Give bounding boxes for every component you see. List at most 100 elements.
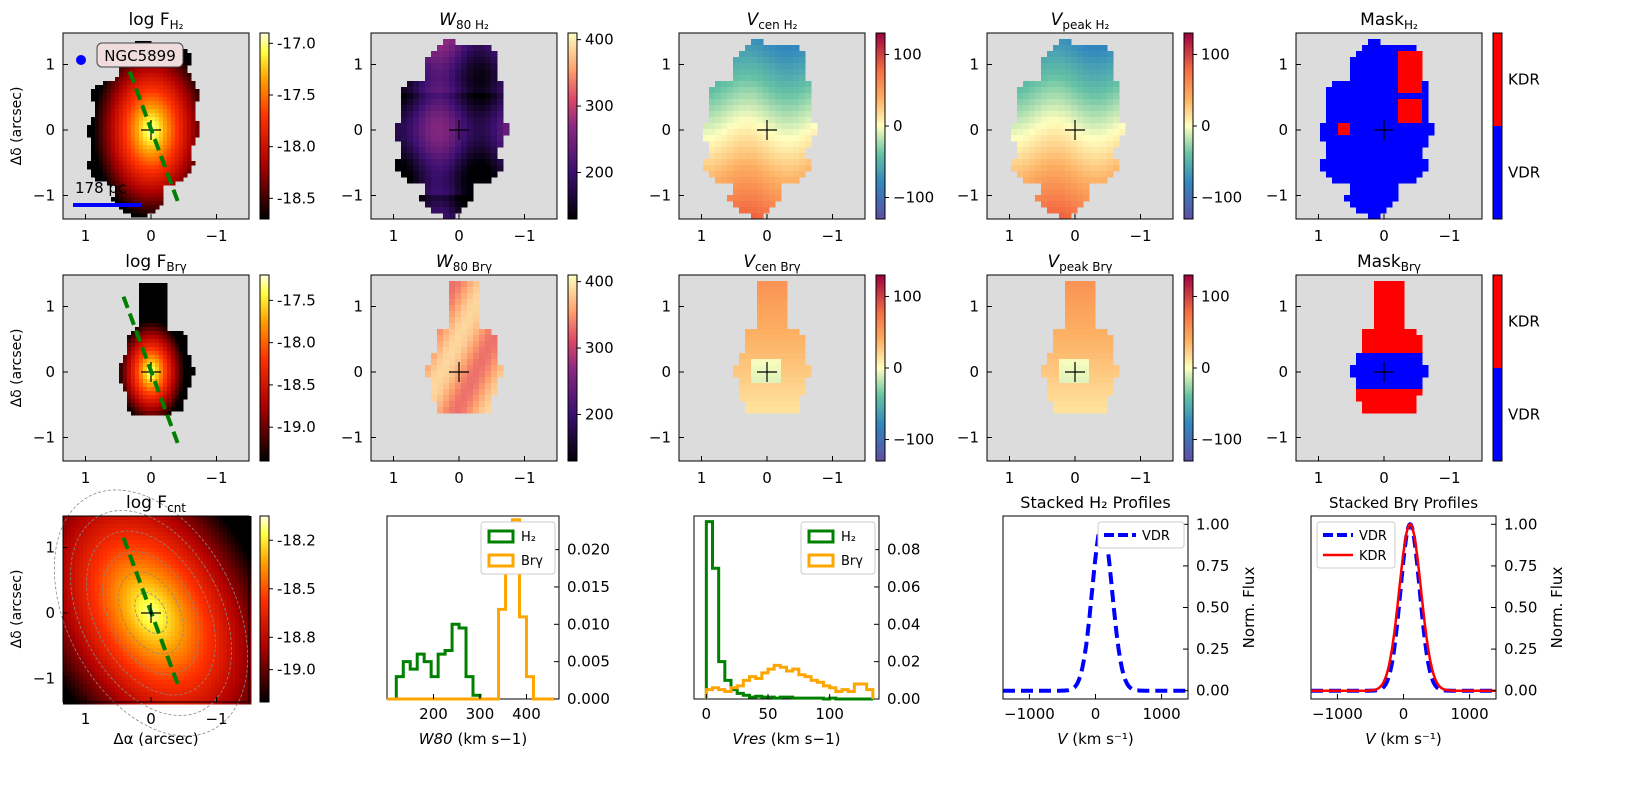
- panel-frame: [678, 32, 866, 220]
- panel-frame: [678, 274, 866, 462]
- x-tick-label: 1: [697, 227, 707, 245]
- legend-label: H₂: [521, 530, 536, 545]
- position-angle-line: [121, 295, 181, 447]
- colorbar-frame: [1492, 274, 1503, 462]
- colorbar-tick-label: -18.0: [277, 138, 316, 156]
- colorbar-tick-label: 100: [1201, 287, 1230, 305]
- colorbar-tick-label: 0: [1201, 117, 1211, 135]
- panel-frame: [986, 274, 1174, 462]
- x-tick-label: −1: [513, 227, 535, 245]
- x-tick-label: 1: [1314, 469, 1324, 487]
- y-tick-label: 1: [661, 298, 671, 316]
- legend-swatch: [487, 529, 515, 544]
- panel-frame: [370, 32, 558, 220]
- colorbar-frame: [259, 274, 270, 462]
- x-tick-label: 100: [815, 705, 844, 723]
- x-tick-label: 1: [389, 227, 399, 245]
- panel-W80_H2: W80 H₂ 1 0 −1 1 0 −1 400 300 200: [341, 10, 614, 245]
- colorbar-tick-label: -19.0: [277, 661, 316, 679]
- w80-map: [425, 281, 504, 414]
- y-tick-label: 1: [45, 56, 55, 74]
- colorbar-tick-label: -17.5: [277, 86, 316, 104]
- panel-frame: [62, 274, 250, 462]
- legend-swatch: [807, 553, 835, 568]
- panel-title: Vcen H₂: [747, 10, 798, 32]
- y-tick-label: −1: [1266, 187, 1288, 205]
- y-tick-label: −1: [957, 429, 979, 447]
- y-tick-label: 0.010: [567, 615, 610, 633]
- x-tick-label: 0: [146, 710, 156, 728]
- x-tick-label: −1: [1129, 469, 1151, 487]
- histogram-H2: [704, 520, 873, 701]
- colorbar-frame: [1492, 32, 1503, 220]
- colorbar-frame: [567, 32, 578, 220]
- panel-title: W80 H₂: [439, 10, 489, 32]
- colorbar-tick-label: 100: [893, 287, 922, 305]
- x-tick-label: −1: [1438, 469, 1460, 487]
- contour: [86, 530, 216, 696]
- colorbar-tick-label: 0: [893, 359, 903, 377]
- colorbar-tick-label: −100: [1201, 431, 1242, 449]
- colorbar-tick-label: -18.8: [277, 628, 316, 646]
- y-tick-label: 0.005: [567, 653, 610, 671]
- y-tick-label: −1: [649, 429, 671, 447]
- x-tick-label: 0: [1399, 705, 1409, 723]
- mask-map: [1320, 39, 1435, 220]
- y-tick-label: 0: [45, 363, 55, 381]
- colorbar-gradient: [1184, 33, 1193, 219]
- colorbar-tick-label: 0: [893, 117, 903, 135]
- colorbar-tick-label: -18.5: [277, 376, 316, 394]
- panel-stacked_Brg: Stacked Brγ Profiles −1000 0 1000 0.00 0.25 0.…: [1310, 494, 1566, 748]
- x-tick-label: −1: [205, 469, 227, 487]
- colorbar-gradient: [568, 33, 577, 219]
- y-tick-label: 0.06: [887, 578, 920, 596]
- histogram-Brγ: [387, 518, 555, 701]
- velocity-map: [733, 281, 812, 414]
- colorbar-tick-label: 100: [1201, 45, 1230, 63]
- panel-title: Vpeak Brγ: [1047, 252, 1112, 274]
- y-tick-label: 1: [969, 298, 979, 316]
- y-tick-label: 1: [45, 539, 55, 557]
- velocity-map: [1041, 281, 1120, 414]
- y-tick-label: 0: [1278, 363, 1288, 381]
- x-tick-label: 1: [697, 469, 707, 487]
- colorbar-tick-label: 0: [1201, 359, 1211, 377]
- y-tick-label: 0: [1278, 121, 1288, 139]
- x-tick-label: −1: [513, 469, 535, 487]
- x-tick-label: −1000: [1312, 705, 1363, 723]
- profile-KDR: [1311, 522, 1496, 692]
- panel-title: MaskH₂: [1360, 10, 1418, 32]
- velocity-map: [703, 39, 818, 220]
- panel-Vcen_H2: Vcen H₂ 1 0 −1 1 0 −1 100 0 −100: [649, 10, 934, 245]
- legend-label: VDR: [1359, 529, 1387, 544]
- colorbar-gradient: [260, 33, 269, 219]
- y-tick-label: 0.25: [1196, 640, 1229, 658]
- y-axis-label: Norm. Flux: [1548, 567, 1566, 649]
- colorbar-gradient: [260, 275, 269, 461]
- continuum-map: [63, 516, 252, 705]
- y-tick-label: 1: [1278, 56, 1288, 74]
- velocity-map: [1011, 39, 1126, 220]
- x-tick-label: 200: [419, 705, 448, 723]
- y-tick-label: 0: [353, 363, 363, 381]
- colorbar-tick-label: -17.5: [277, 291, 316, 309]
- y-tick-label: 0.75: [1196, 557, 1229, 575]
- x-tick-label: 0: [146, 227, 156, 245]
- colorbar-label: KDR: [1508, 313, 1540, 331]
- y-tick-label: 1.00: [1196, 515, 1229, 533]
- x-tick-label: 50: [758, 705, 777, 723]
- colorbar-tick-label: −100: [893, 431, 934, 449]
- legend-swatch: [807, 529, 835, 544]
- panel-title: log FH₂: [129, 10, 184, 32]
- y-tick-label: 0: [45, 121, 55, 139]
- x-tick-label: 1: [389, 469, 399, 487]
- legend-box: [1097, 521, 1185, 549]
- colorbar-tick-label: 300: [585, 339, 614, 357]
- y-tick-label: 0.02: [887, 653, 920, 671]
- legend-box: [480, 521, 556, 575]
- legend-swatch: [487, 553, 515, 568]
- mask-map: [1350, 281, 1429, 414]
- y-tick-label: 0: [661, 121, 671, 139]
- y-tick-label: −1: [341, 429, 363, 447]
